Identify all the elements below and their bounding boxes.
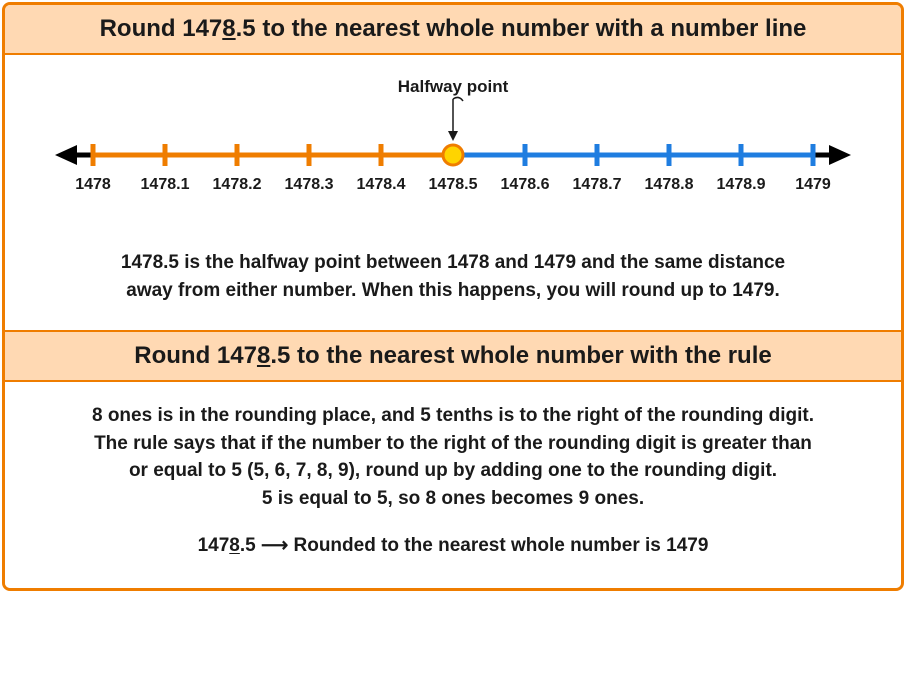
svg-text:1478.7: 1478.7 (573, 176, 622, 193)
svg-text:1478.9: 1478.9 (717, 176, 766, 193)
rule-explain: 8 ones is in the rounding place, and 5 t… (29, 402, 877, 512)
svg-text:1478: 1478 (75, 176, 111, 193)
explain2-line1: 8 ones is in the rounding place, and 5 t… (29, 402, 877, 430)
rule-panel: 8 ones is in the rounding place, and 5 t… (5, 382, 901, 588)
result-post: Rounded to the nearest whole number is 1… (288, 535, 708, 556)
rule-result: 1478.5 ⟶ Rounded to the nearest whole nu… (29, 532, 877, 560)
explain1-line2: away from either number. When this happe… (29, 277, 877, 305)
header-numberline: Round 1478.5 to the nearest whole number… (5, 5, 901, 55)
svg-text:1478.3: 1478.3 (285, 176, 334, 193)
result-ul: 8 (229, 535, 240, 556)
arrow-icon: ⟶ (261, 535, 288, 556)
svg-text:1478.6: 1478.6 (501, 176, 550, 193)
explain1-line1: 1478.5 is the halfway point between 1478… (29, 249, 877, 277)
header1-pre: Round 147 (100, 15, 223, 42)
explain2-line3: or equal to 5 (5, 6, 7, 8, 9), round up … (29, 457, 877, 485)
header1-post: .5 to the nearest whole number with a nu… (236, 15, 807, 42)
numberline-panel: Halfway point 1478 1478.1 1478.2 1478.3 1478… (5, 55, 901, 332)
svg-text:1478.1: 1478.1 (141, 176, 190, 193)
explain2-line4: 5 is equal to 5, so 8 ones becomes 9 one… (29, 485, 877, 513)
svg-text:1478.4: 1478.4 (357, 176, 406, 193)
result-mid: .5 (240, 535, 261, 556)
header2-post: .5 to the nearest whole number with the … (270, 342, 771, 369)
header-rule: Round 1478.5 to the nearest whole number… (5, 332, 901, 382)
svg-text:1478.5: 1478.5 (429, 176, 478, 193)
svg-text:1479: 1479 (795, 176, 831, 193)
header1-ul: 8 (222, 15, 235, 42)
numberline-explain: 1478.5 is the halfway point between 1478… (29, 249, 877, 304)
svg-text:1478.8: 1478.8 (645, 176, 694, 193)
header2-ul: 8 (257, 342, 270, 369)
numberline-wrap: Halfway point 1478 1478.1 1478.2 1478.3 1478… (29, 77, 877, 207)
result-pre: 147 (198, 535, 230, 556)
header2-pre: Round 147 (134, 342, 257, 369)
svg-text:1478.2: 1478.2 (213, 176, 262, 193)
halfway-label: Halfway point (398, 77, 509, 97)
explain2-line2: The rule says that if the number to the … (29, 430, 877, 458)
infographic-container: Round 1478.5 to the nearest whole number… (2, 2, 904, 591)
